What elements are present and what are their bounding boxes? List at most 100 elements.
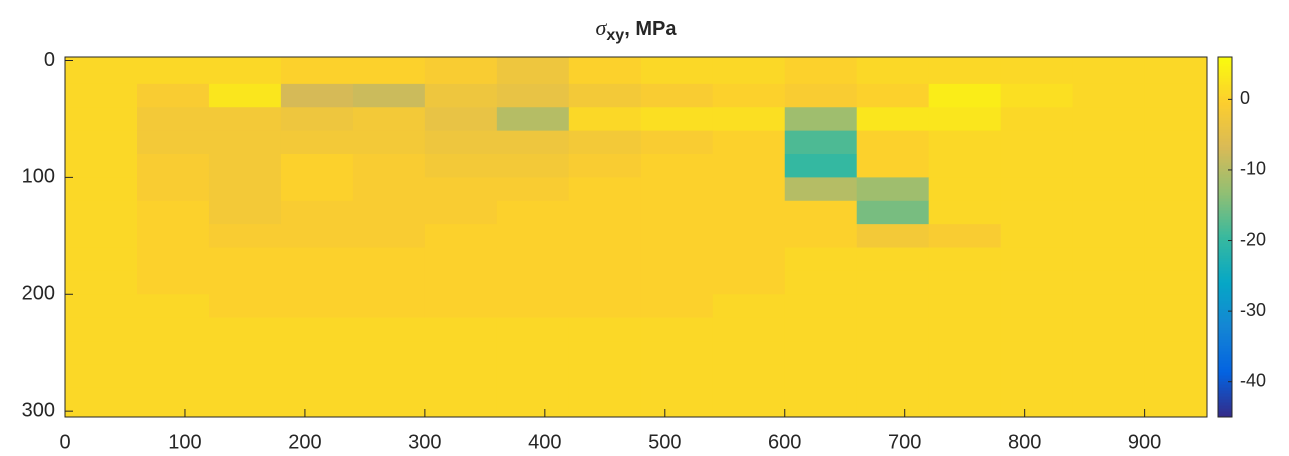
heat-cell — [712, 57, 786, 85]
heat-cell — [496, 247, 570, 272]
heat-cell — [208, 224, 282, 249]
colorbar-swatch — [1218, 318, 1232, 322]
colorbar-swatch — [1218, 63, 1232, 67]
colorbar-swatch — [1218, 60, 1232, 64]
heat-cell — [1072, 57, 1146, 85]
heat-cell — [136, 154, 210, 178]
colorbar-swatch — [1218, 294, 1232, 298]
heat-cell — [136, 200, 210, 225]
heat-cell — [1144, 317, 1207, 342]
colorbar-swatch — [1218, 78, 1232, 82]
heat-cell — [1000, 247, 1074, 272]
colorbar-swatch — [1218, 225, 1232, 229]
heat-cell — [928, 154, 1002, 178]
heat-cell — [1144, 107, 1207, 132]
colorbar-swatch — [1218, 300, 1232, 304]
heat-cell — [856, 294, 930, 319]
heat-cell — [424, 364, 498, 389]
heat-cell — [712, 247, 786, 272]
heat-cell — [640, 130, 714, 155]
heat-cell — [352, 57, 426, 85]
heat-cell — [208, 364, 282, 389]
heat-cell — [352, 177, 426, 202]
heat-cell — [568, 107, 642, 132]
heat-cell — [496, 294, 570, 319]
heat-cell — [1144, 341, 1207, 365]
x-tick-label: 800 — [1008, 431, 1041, 453]
colorbar-swatch — [1218, 90, 1232, 94]
colorbar-swatch — [1218, 258, 1232, 262]
heat-cell — [568, 224, 642, 249]
heat-cell — [424, 317, 498, 342]
heat-cell — [65, 200, 138, 225]
heat-cell — [496, 154, 570, 178]
colorbar-swatch — [1218, 207, 1232, 211]
heat-cell — [280, 130, 354, 155]
colorbar-swatch — [1218, 102, 1232, 106]
y-tick-label: 300 — [22, 399, 55, 421]
colorbar-swatch — [1218, 411, 1232, 415]
heat-cell — [640, 107, 714, 132]
heat-cell — [496, 224, 570, 249]
heat-cell — [208, 200, 282, 225]
heat-cell — [1072, 107, 1146, 132]
heat-cell — [496, 387, 570, 417]
heat-cell — [496, 107, 570, 132]
heat-cell — [424, 341, 498, 365]
heat-cell — [136, 83, 210, 108]
colorbar-swatch — [1218, 189, 1232, 193]
heat-cell — [208, 341, 282, 365]
heat-cell — [136, 341, 210, 365]
heat-cell — [712, 154, 786, 178]
heat-cell — [928, 130, 1002, 155]
heat-cell — [496, 270, 570, 295]
colorbar-swatch — [1218, 366, 1232, 370]
colorbar-swatch — [1218, 141, 1232, 145]
colorbar-swatch — [1218, 171, 1232, 175]
heat-cell — [784, 247, 858, 272]
colorbar-swatch — [1218, 387, 1232, 391]
heat-cell — [65, 294, 138, 319]
y-tick-label: 100 — [22, 166, 55, 188]
heat-cell — [712, 224, 786, 249]
heat-cell — [424, 130, 498, 155]
colorbar-swatch — [1218, 234, 1232, 238]
heat-cell — [496, 317, 570, 342]
colorbar-swatch — [1218, 285, 1232, 289]
colorbar-swatch — [1218, 111, 1232, 115]
heat-cell — [65, 154, 138, 178]
heat-cell — [712, 107, 786, 132]
heat-cell — [65, 247, 138, 272]
colorbar-swatch — [1218, 147, 1232, 151]
heat-cell — [1000, 177, 1074, 202]
heat-cell — [280, 247, 354, 272]
title-symbol: σ — [596, 15, 608, 40]
heat-cell — [640, 317, 714, 342]
heat-cell — [1144, 387, 1207, 417]
colorbar-swatch — [1218, 150, 1232, 154]
heat-cell — [1144, 294, 1207, 319]
heat-cell — [1072, 294, 1146, 319]
colorbar-swatch — [1218, 282, 1232, 286]
colorbar-tick-label: -30 — [1240, 300, 1266, 320]
heat-cell — [712, 177, 786, 202]
heat-cell — [784, 107, 858, 132]
colorbar-swatch — [1218, 156, 1232, 160]
heat-cell — [784, 341, 858, 365]
heat-cell — [640, 177, 714, 202]
heat-cell — [1144, 57, 1207, 85]
heat-cell — [928, 224, 1002, 249]
x-tick-label: 400 — [528, 431, 561, 453]
heat-cell — [208, 387, 282, 417]
colorbar-swatch — [1218, 351, 1232, 355]
heat-cell — [280, 364, 354, 389]
heat-cell — [856, 364, 930, 389]
heat-cell — [640, 341, 714, 365]
colorbar-swatch — [1218, 354, 1232, 358]
colorbar-swatch — [1218, 165, 1232, 169]
colorbar-swatch — [1218, 405, 1232, 409]
heat-cell — [568, 364, 642, 389]
heat-cell — [928, 177, 1002, 202]
heat-cell — [280, 387, 354, 417]
heat-cell — [568, 177, 642, 202]
